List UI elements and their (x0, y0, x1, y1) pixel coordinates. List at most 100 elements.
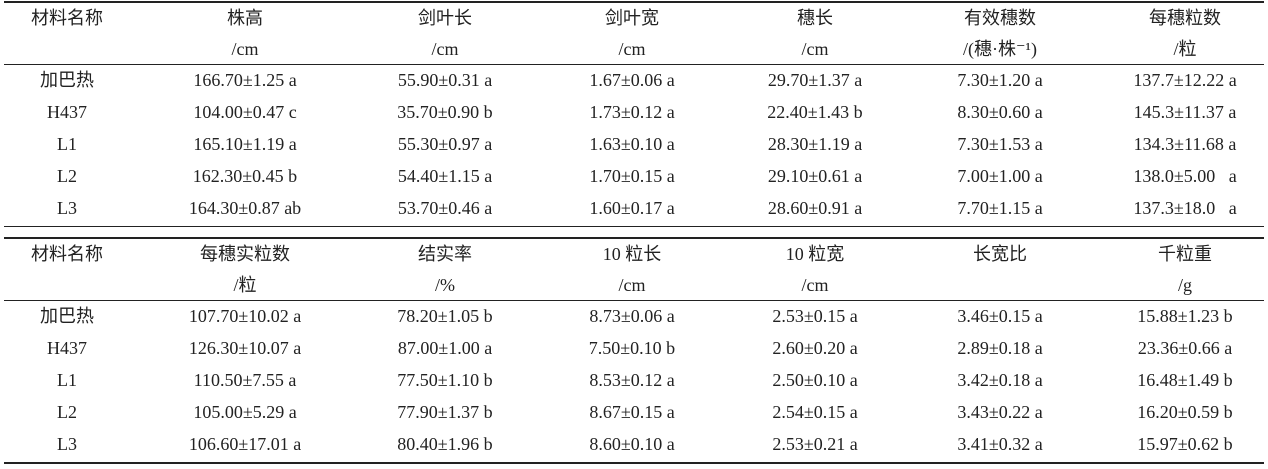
header-unit: /cm (801, 275, 829, 295)
table-cell: 8.53±0.12 a (589, 370, 675, 390)
row-label: L2 (57, 402, 77, 422)
row-label: H437 (47, 338, 87, 358)
header-name: 每穗粒数 (1149, 8, 1221, 28)
row-label: L1 (57, 134, 77, 154)
table-cell: 7.50±0.10 b (588, 338, 676, 358)
table-cell: 1.60±0.17 a (589, 198, 675, 218)
table-cell: 8.67±0.15 a (589, 402, 675, 422)
table-cell: 166.70±1.25 a (193, 70, 297, 90)
table-cell: 106.60±17.01 a (188, 434, 302, 454)
header-unit: /粒 (233, 275, 257, 295)
header-name: 有效穗数 (964, 8, 1036, 28)
table-cell: 7.30±1.53 a (957, 134, 1043, 154)
table-cell: 164.30±0.87 ab (188, 198, 302, 218)
row-label: L3 (57, 198, 77, 218)
table-cell: 8.60±0.10 a (589, 434, 675, 454)
table-cell: 7.00±1.00 a (957, 166, 1043, 186)
row-label: L1 (57, 370, 77, 390)
table-cell: 2.50±0.10 a (772, 370, 858, 390)
table-cell: 35.70±0.90 b (397, 102, 493, 122)
header-unit: /cm (231, 39, 259, 59)
table-cell: 55.30±0.97 a (397, 134, 493, 154)
table-cell: 137.7±12.22 a (1133, 70, 1237, 90)
table-cell: 137.3±18.0 a (1133, 198, 1237, 218)
table-cell: 87.00±1.00 a (397, 338, 493, 358)
header-unit: /(穗·株⁻¹) (963, 39, 1037, 59)
table-cell: 2.53±0.21 a (772, 434, 858, 454)
table-cell: 16.20±0.59 b (1137, 402, 1233, 422)
table-cell: 80.40±1.96 b (397, 434, 493, 454)
header-name: 剑叶宽 (605, 8, 659, 28)
row-label: 加巴热 (40, 306, 94, 326)
header-name: 剑叶长 (418, 8, 472, 28)
table-cell: 107.70±10.02 a (188, 306, 302, 326)
header-name: 结实率 (418, 244, 472, 264)
bottom-rule (4, 462, 1264, 464)
table-cell: 1.73±0.12 a (589, 102, 675, 122)
table-cell: 7.70±1.15 a (957, 198, 1043, 218)
header-rule (4, 64, 1264, 65)
top-rule (4, 237, 1264, 239)
table-cell: 28.30±1.19 a (767, 134, 863, 154)
header-name: 穗长 (797, 8, 833, 28)
header-unit: /% (435, 275, 455, 295)
table-cell: 2.89±0.18 a (957, 338, 1043, 358)
header-unit: /粒 (1173, 39, 1197, 59)
header-name: 每穗实粒数 (200, 244, 290, 264)
table-cell: 138.0±5.00 a (1133, 166, 1237, 186)
table-cell: 29.10±0.61 a (767, 166, 863, 186)
table-cell: 53.70±0.46 a (397, 198, 493, 218)
header-unit: /cm (618, 39, 646, 59)
table-cell: 54.40±1.15 a (397, 166, 493, 186)
table-cell: 3.41±0.32 a (957, 434, 1043, 454)
table-cell: 23.36±0.66 a (1137, 338, 1233, 358)
table-cell: 165.10±1.19 a (193, 134, 297, 154)
row-label: H437 (47, 102, 87, 122)
table-cell: 105.00±5.29 a (193, 402, 297, 422)
table-cell: 16.48±1.49 b (1137, 370, 1233, 390)
table-cell: 28.60±0.91 a (767, 198, 863, 218)
table-cell: 1.70±0.15 a (589, 166, 675, 186)
header-name: 千粒重 (1158, 244, 1212, 264)
table-cell: 77.90±1.37 b (397, 402, 493, 422)
table-cell: 3.42±0.18 a (957, 370, 1043, 390)
table-cell: 78.20±1.05 b (397, 306, 493, 326)
header-name: 10 粒长 (602, 244, 662, 264)
row-label: 加巴热 (40, 70, 94, 90)
table-cell: 1.63±0.10 a (589, 134, 675, 154)
table-cell: 15.88±1.23 b (1137, 306, 1233, 326)
header-name: 长宽比 (973, 244, 1027, 264)
table-cell: 126.30±10.07 a (188, 338, 302, 358)
header-name: 10 粒宽 (785, 244, 845, 264)
top-rule (4, 1, 1264, 3)
table-cell: 162.30±0.45 b (192, 166, 298, 186)
header-name: 材料名称 (31, 8, 103, 28)
table-cell: 29.70±1.37 a (767, 70, 863, 90)
table-cell: 110.50±7.55 a (193, 370, 297, 390)
header-rule (4, 300, 1264, 301)
table-cell: 2.54±0.15 a (772, 402, 858, 422)
header-unit: /cm (431, 39, 459, 59)
table-cell: 2.53±0.15 a (772, 306, 858, 326)
table-cell: 8.30±0.60 a (957, 102, 1043, 122)
table-cell: 2.60±0.20 a (772, 338, 858, 358)
header-name: 材料名称 (31, 244, 103, 264)
table-cell: 145.3±11.37 a (1133, 102, 1237, 122)
header-name: 株高 (227, 8, 263, 28)
row-label: L2 (57, 166, 77, 186)
table-cell: 1.67±0.06 a (589, 70, 675, 90)
header-unit: /g (1177, 275, 1193, 295)
table-cell: 7.30±1.20 a (957, 70, 1043, 90)
table-cell: 77.50±1.10 b (397, 370, 493, 390)
table-cell: 8.73±0.06 a (589, 306, 675, 326)
header-unit: /cm (801, 39, 829, 59)
header-unit: /cm (618, 275, 646, 295)
bottom-rule (4, 226, 1264, 227)
table-cell: 3.43±0.22 a (957, 402, 1043, 422)
table-cell: 55.90±0.31 a (397, 70, 493, 90)
table-cell: 3.46±0.15 a (957, 306, 1043, 326)
row-label: L3 (57, 434, 77, 454)
table-cell: 15.97±0.62 b (1137, 434, 1233, 454)
table-cell: 104.00±0.47 c (193, 102, 297, 122)
